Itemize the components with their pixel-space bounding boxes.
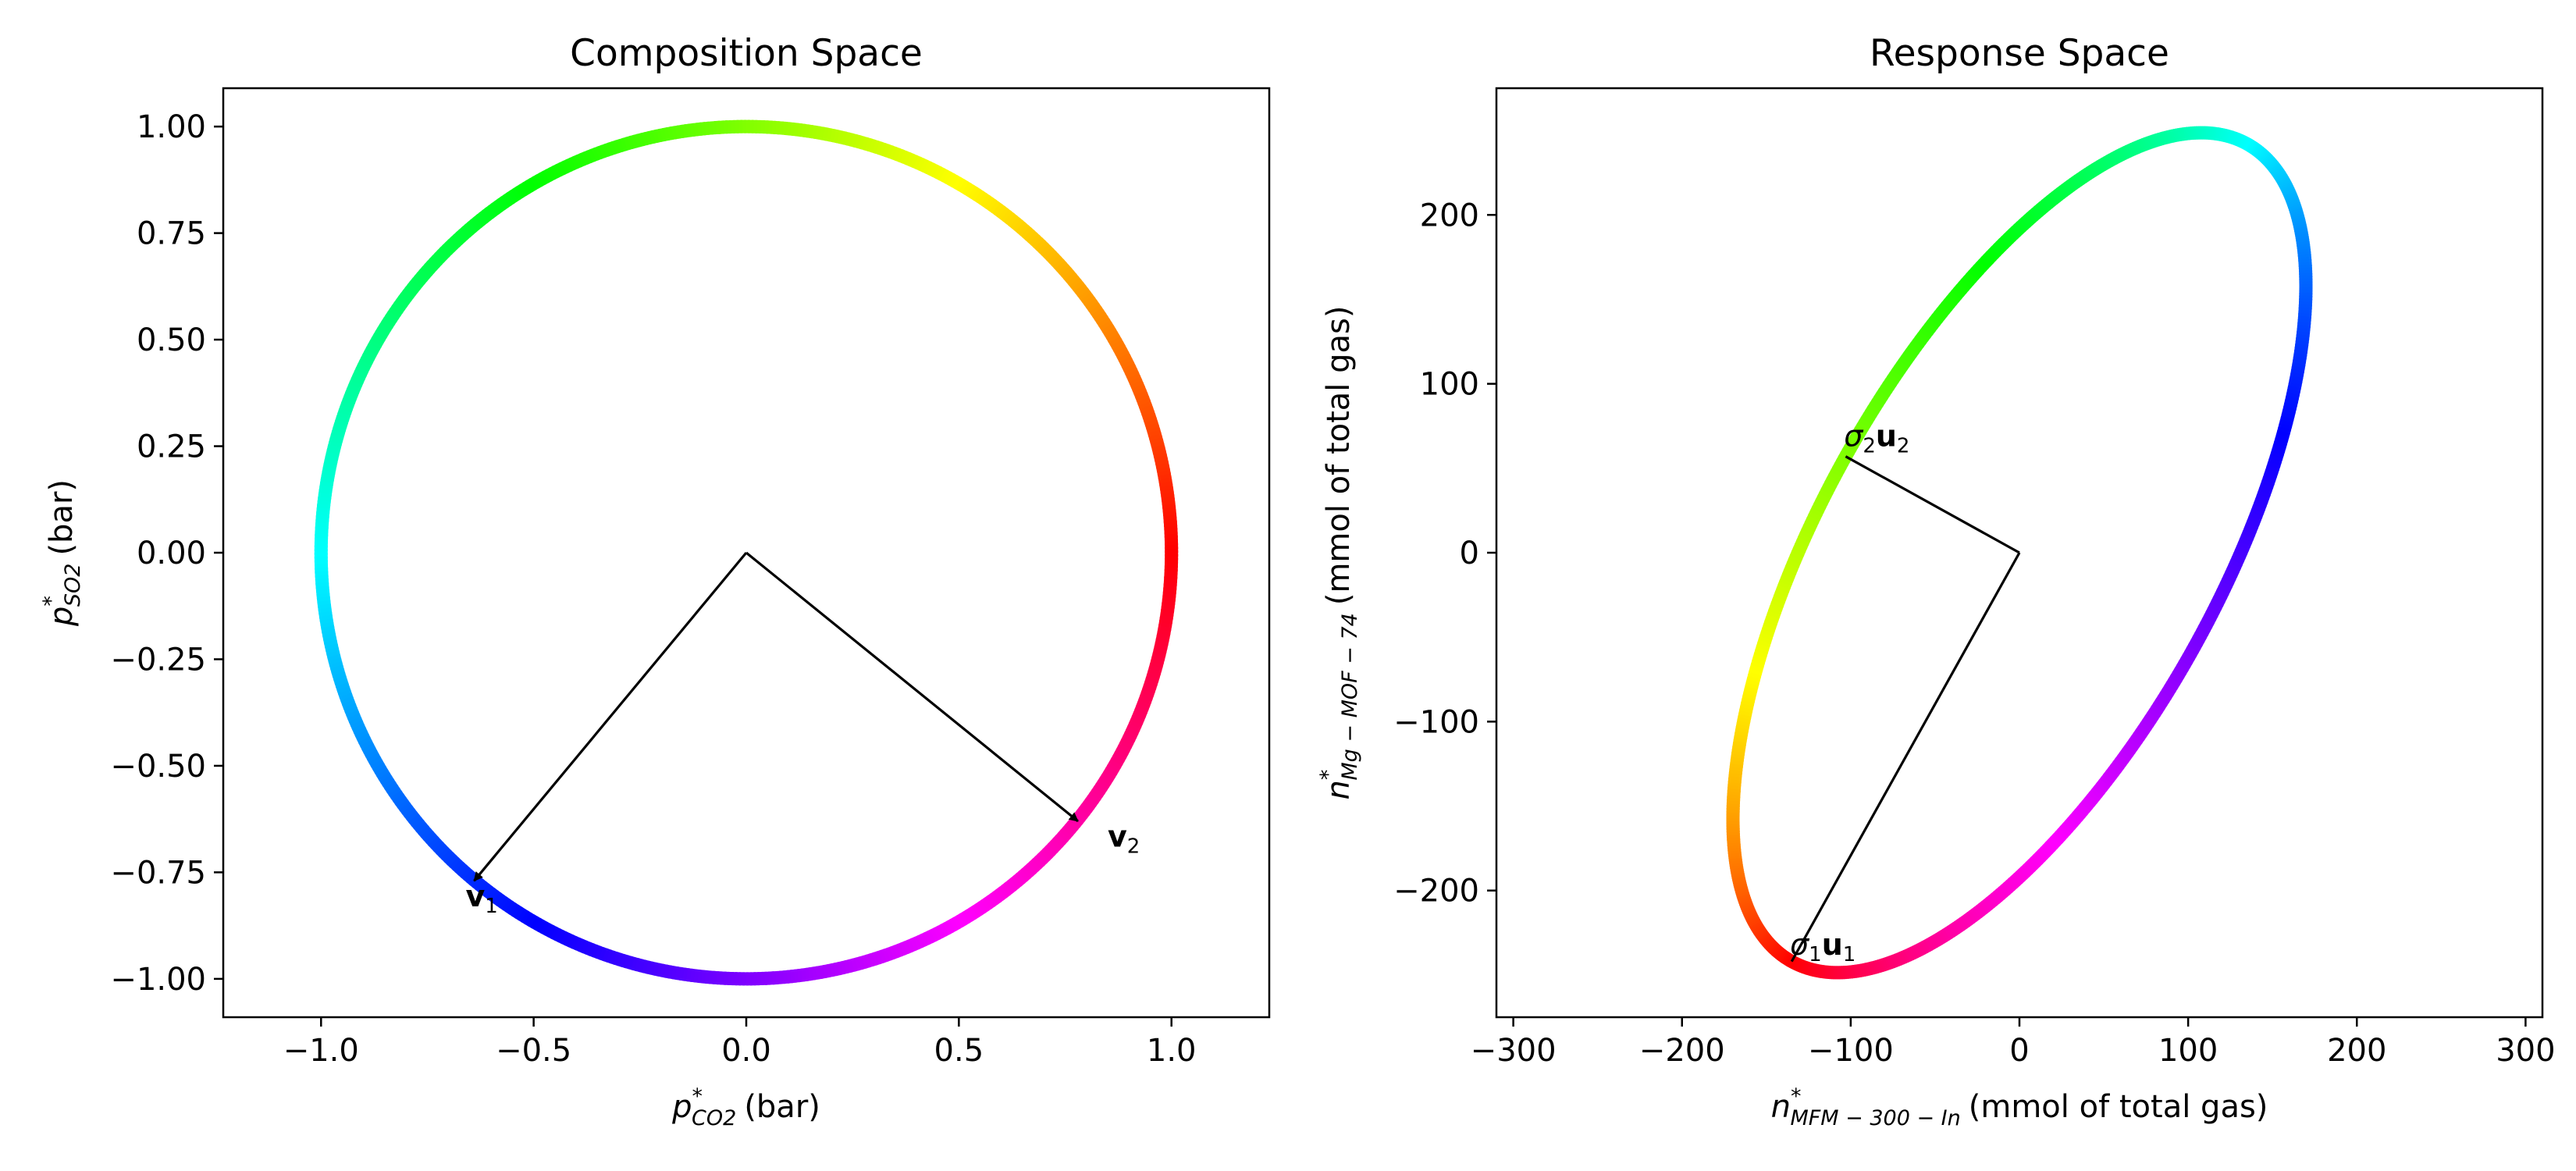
vector-label-sub: 1 bbox=[1809, 943, 1822, 966]
vector-sigma2-u2 bbox=[1845, 455, 2020, 554]
x-axis-var: p bbox=[671, 1089, 692, 1125]
y-tick-label: 100 bbox=[1420, 367, 1479, 403]
y-tick-label: −1.00 bbox=[110, 962, 206, 998]
x-tick-label: 0.5 bbox=[934, 1033, 984, 1069]
ellipse-curve bbox=[1726, 126, 2313, 980]
x-axis-label: n* MFM − 300 − In (mmol of total gas) bbox=[1771, 1084, 2268, 1130]
y-tick-label: 0 bbox=[1460, 536, 1479, 571]
vector-v2 bbox=[745, 551, 1079, 823]
x-axis-var: n bbox=[1771, 1089, 1791, 1125]
y-tick-label: −100 bbox=[1393, 704, 1479, 740]
y-axis-star: * bbox=[1316, 770, 1340, 781]
x-axis-unit: (bar) bbox=[744, 1089, 820, 1125]
y-axis-star: * bbox=[39, 596, 63, 607]
y-tick-label: −0.50 bbox=[110, 749, 206, 785]
y-tick-label: −0.75 bbox=[110, 855, 206, 891]
y-axis-var: p bbox=[44, 607, 80, 627]
y-tick-label: −200 bbox=[1393, 874, 1479, 909]
x-tick-label: 1.0 bbox=[1147, 1033, 1197, 1069]
x-axis-star: * bbox=[1791, 1084, 1802, 1109]
vector-v1 bbox=[473, 551, 748, 882]
vector-label-sub: 2 bbox=[1863, 435, 1876, 458]
y-axis-unit: (bar) bbox=[44, 479, 80, 556]
vector-label-vec: u bbox=[1876, 419, 1897, 454]
chart-title: Response Space bbox=[1870, 32, 2169, 75]
x-tick-label: −0.5 bbox=[496, 1033, 571, 1069]
vector-sigma1-u1 bbox=[1790, 552, 2021, 963]
vector-label-sub: 1 bbox=[485, 895, 498, 918]
x-tick-label: −200 bbox=[1639, 1033, 1725, 1069]
y-tick-label: 0.00 bbox=[137, 536, 206, 571]
y-axis-ticks: 1.00 0.75 0.50 0.25 0.00 −0.25 −0.50 −0.75 −1.00 bbox=[110, 109, 223, 998]
y-tick-label: 200 bbox=[1420, 198, 1479, 233]
x-axis-sub: MFM − 300 − In bbox=[1790, 1106, 1960, 1130]
x-axis-label: p* CO2 (bar) bbox=[671, 1084, 820, 1130]
x-tick-label: 100 bbox=[2158, 1033, 2218, 1069]
y-axis-ticks: 200 100 0 −100 −200 bbox=[1393, 198, 1496, 909]
y-axis-label: n*Mg − MOF − 74 (mmol of total gas) bbox=[1316, 306, 1362, 800]
y-axis-unit: (mmol of total gas) bbox=[1321, 306, 1357, 606]
x-tick-label: −300 bbox=[1471, 1033, 1557, 1069]
x-tick-label: −1.0 bbox=[283, 1033, 359, 1069]
y-tick-label: −0.25 bbox=[110, 642, 206, 678]
vector-label-main: σ bbox=[1790, 927, 1810, 962]
y-axis-var: n bbox=[1321, 780, 1357, 799]
y-tick-label: 0.25 bbox=[137, 429, 206, 465]
x-tick-label: −100 bbox=[1808, 1033, 1894, 1069]
x-tick-label: 0.0 bbox=[721, 1033, 771, 1069]
y-axis-sub: Mg − MOF − 74 bbox=[1338, 613, 1362, 780]
x-axis-sub: CO2 bbox=[692, 1106, 736, 1130]
vector-label-vec-sub: 1 bbox=[1843, 943, 1856, 966]
vector-label-main: v bbox=[465, 879, 485, 913]
vector-label-sub: 2 bbox=[1127, 835, 1140, 859]
vector-label-main: v bbox=[1108, 820, 1127, 854]
x-axis-ticks: −1.0 −0.5 0.0 0.5 1.0 bbox=[283, 1017, 1197, 1069]
vector-label-sigma1-u1: σ1u1 bbox=[1790, 927, 1856, 966]
y-axis-label: p*SO2 (bar) bbox=[39, 479, 85, 627]
vector-label-v1: v1 bbox=[465, 879, 497, 918]
x-tick-label: 300 bbox=[2496, 1033, 2555, 1069]
vector-label-vec-sub: 2 bbox=[1897, 435, 1910, 458]
y-tick-label: 0.50 bbox=[137, 322, 206, 358]
chart-title: Composition Space bbox=[570, 32, 923, 75]
vector-label-main: σ bbox=[1844, 419, 1864, 454]
x-axis-star: * bbox=[692, 1084, 703, 1109]
x-tick-label: 200 bbox=[2327, 1033, 2386, 1069]
x-axis-unit: (mmol of total gas) bbox=[1969, 1089, 2268, 1125]
y-axis-sub: SO2 bbox=[61, 564, 85, 607]
y-tick-label: 1.00 bbox=[137, 109, 206, 145]
vector-label-v2: v2 bbox=[1108, 820, 1140, 859]
vector-label-sigma2-u2: σ2u2 bbox=[1844, 419, 1909, 458]
y-tick-label: 0.75 bbox=[137, 216, 206, 252]
vector-label-vec: u bbox=[1822, 927, 1843, 962]
circle-curve bbox=[314, 119, 1179, 986]
x-tick-label: 0 bbox=[2009, 1033, 2029, 1069]
x-axis-ticks: −300 −200 −100 0 100 200 300 bbox=[1471, 1017, 2556, 1069]
